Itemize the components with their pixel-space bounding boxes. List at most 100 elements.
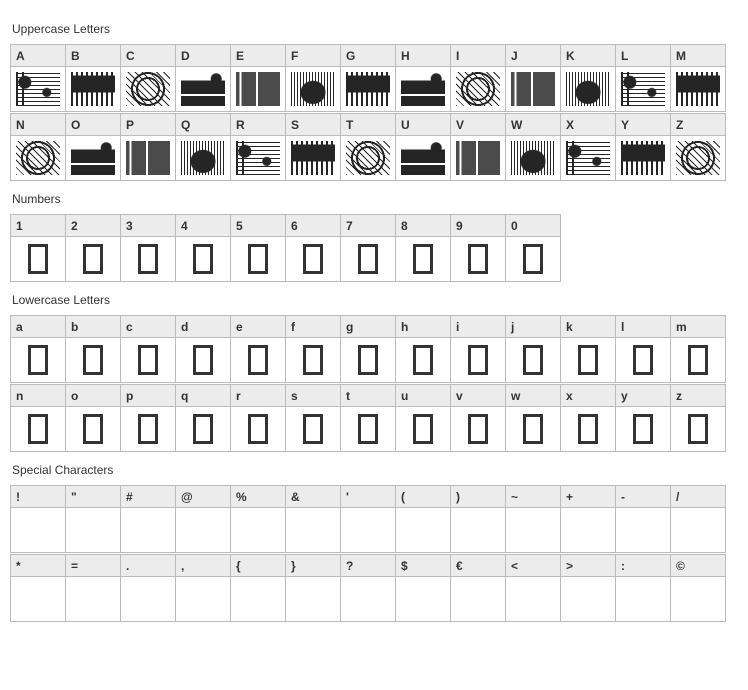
char-cell: s [285,384,341,452]
char-cell: B [65,44,121,112]
section-title-numbers: Numbers [12,192,738,206]
char-cell: # [120,485,176,553]
stamp-glyph-icon [509,70,557,108]
char-cell: 8 [395,214,451,282]
char-glyph [176,67,230,111]
char-label: G [341,45,395,67]
char-glyph [11,136,65,180]
char-label: O [66,114,120,136]
char-label: y [616,385,670,407]
char-glyph [396,508,450,552]
numbers-grid: 1234567890 [10,214,738,281]
char-cell: 1 [10,214,66,282]
char-cell: q [175,384,231,452]
char-glyph [506,67,560,111]
char-cell: { [230,554,286,622]
char-cell: R [230,113,286,181]
empty-glyph-icon [688,414,708,444]
char-label: 2 [66,215,120,237]
char-cell: Z [670,113,726,181]
char-glyph [506,338,560,382]
char-cell: , [175,554,231,622]
empty-glyph-icon [83,345,103,375]
char-label: R [231,114,285,136]
char-cell: S [285,113,341,181]
stamp-glyph-icon [564,139,612,177]
char-label: ~ [506,486,560,508]
char-label: i [451,316,505,338]
char-cell: P [120,113,176,181]
empty-glyph-icon [633,414,653,444]
char-cell: 7 [340,214,396,282]
char-cell: I [450,44,506,112]
char-label: H [396,45,450,67]
char-label: 0 [506,215,560,237]
empty-glyph-icon [248,244,268,274]
char-cell: i [450,315,506,383]
char-glyph [66,407,120,451]
char-glyph [176,338,230,382]
char-cell: / [670,485,726,553]
char-cell: t [340,384,396,452]
char-glyph [671,338,725,382]
char-label: € [451,555,505,577]
char-glyph [396,67,450,111]
char-glyph [396,577,450,621]
char-cell: . [120,554,176,622]
char-cell: u [395,384,451,452]
char-cell: n [10,384,66,452]
char-label: K [561,45,615,67]
empty-glyph-icon [303,244,323,274]
char-glyph [341,577,395,621]
empty-glyph-icon [138,244,158,274]
char-label: M [671,45,725,67]
char-label: t [341,385,395,407]
empty-glyph-icon [248,345,268,375]
char-cell: @ [175,485,231,553]
char-glyph [451,508,505,552]
char-glyph [286,577,340,621]
char-glyph [231,237,285,281]
char-label: ! [11,486,65,508]
char-cell: * [10,554,66,622]
char-glyph [671,508,725,552]
stamp-glyph-icon [399,70,447,108]
char-label: o [66,385,120,407]
char-label: 6 [286,215,340,237]
char-glyph [451,338,505,382]
char-glyph [341,237,395,281]
char-glyph [11,577,65,621]
empty-glyph-icon [28,414,48,444]
empty-glyph-icon [358,244,378,274]
char-cell: x [560,384,616,452]
char-glyph [506,407,560,451]
char-glyph [341,407,395,451]
char-glyph [66,577,120,621]
stamp-glyph-icon [179,139,227,177]
empty-glyph-icon [523,244,543,274]
char-label: - [616,486,670,508]
char-glyph [341,67,395,111]
char-glyph [11,237,65,281]
char-label: p [121,385,175,407]
char-glyph [616,136,670,180]
char-label: k [561,316,615,338]
char-cell: O [65,113,121,181]
char-label: I [451,45,505,67]
stamp-glyph-icon [124,70,172,108]
stamp-glyph-icon [674,139,722,177]
empty-glyph-icon [138,345,158,375]
empty-glyph-icon [468,345,488,375]
char-label: 7 [341,215,395,237]
char-label: ? [341,555,395,577]
char-cell: } [285,554,341,622]
char-cell: © [670,554,726,622]
empty-glyph-icon [413,414,433,444]
char-cell: L [615,44,671,112]
char-cell: 2 [65,214,121,282]
empty-glyph-icon [578,345,598,375]
char-cell: % [230,485,286,553]
char-glyph [561,577,615,621]
stamp-glyph-icon [399,139,447,177]
char-label: j [506,316,560,338]
